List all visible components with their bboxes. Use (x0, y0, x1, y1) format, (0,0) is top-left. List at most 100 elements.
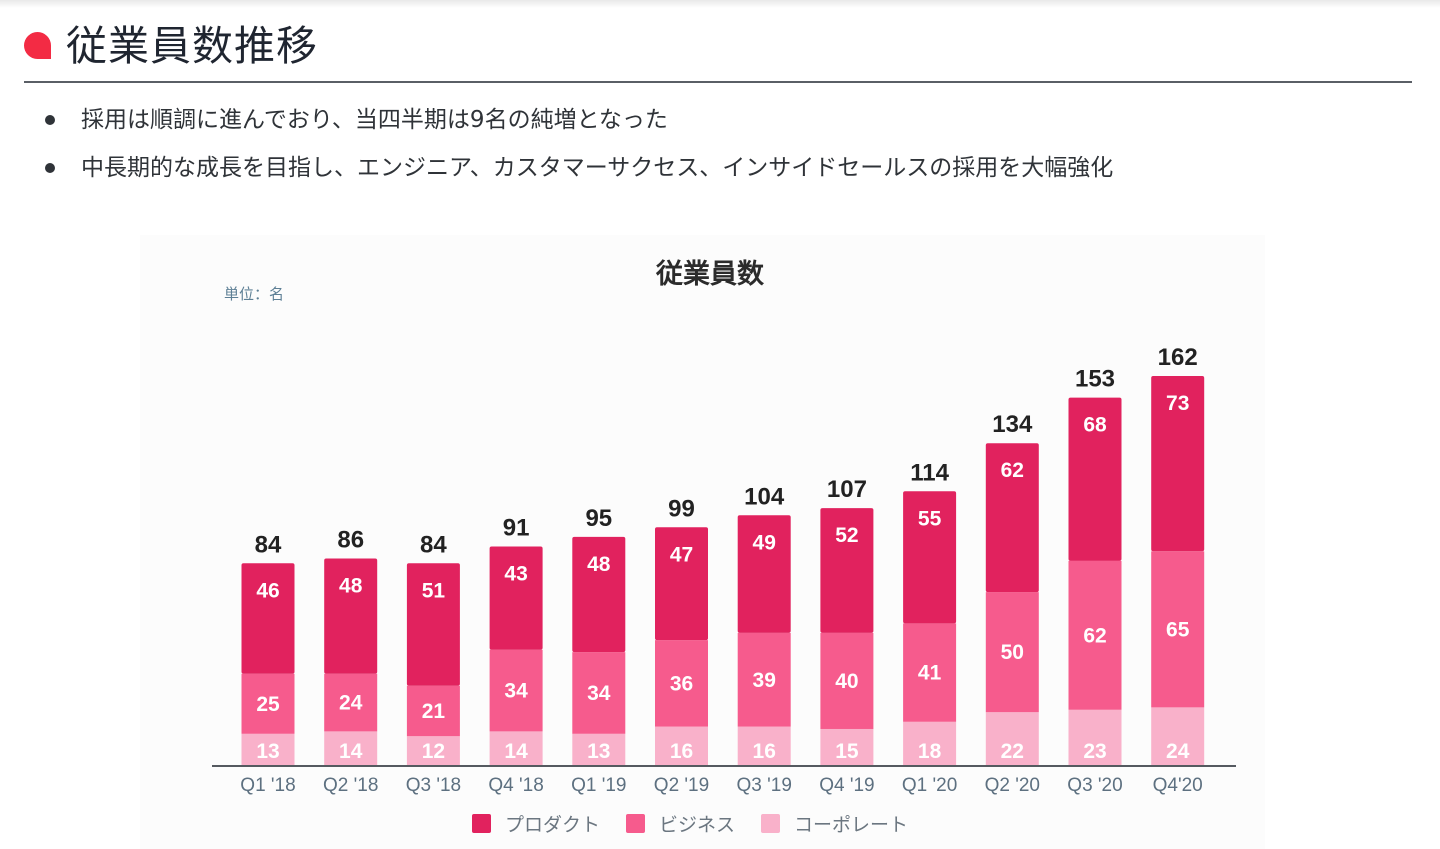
bar-value-label: 16 (670, 740, 693, 763)
bar-value-label: 14 (504, 740, 528, 763)
bar-segment (655, 527, 708, 641)
bar-total-label: 104 (744, 483, 785, 510)
bar-segment (985, 443, 1039, 593)
bar-value-label: 50 (1001, 641, 1024, 664)
bar-value-label: 21 (422, 700, 446, 723)
bar-value-label: 48 (339, 574, 363, 597)
bar-value-label: 14 (339, 740, 363, 763)
legend-item-product: プロダクト (472, 810, 600, 837)
top-shadow (0, 0, 1440, 8)
x-tick-label: Q2 '18 (323, 775, 378, 796)
bar-segment (324, 731, 378, 765)
bar-segment (655, 726, 708, 765)
bar-segment (820, 632, 874, 729)
bar-total-label: 91 (503, 514, 530, 541)
title-accent-icon (24, 32, 51, 59)
bar-segment (572, 536, 626, 653)
chart-legend: プロダクト ビジネス コーポレート (472, 810, 934, 837)
bar-value-label: 25 (256, 693, 280, 716)
bar-segment (241, 733, 295, 765)
bar-segment (737, 726, 791, 765)
x-tick-label: Q1 '18 (240, 775, 295, 796)
bar-value-label: 55 (918, 507, 942, 530)
x-tick-label: Q1 '19 (571, 775, 626, 796)
unit-label: 単位：名 (224, 285, 285, 303)
x-tick-label: Q3 '20 (1067, 775, 1122, 796)
bar-value-label: 39 (753, 669, 776, 692)
bar-value-label: 49 (753, 531, 776, 554)
legend-item-business: ビジネス (626, 810, 735, 837)
bullet-item: 中長期的な成長を目指し、エンジニア、カスタマーサクセス、インサイドセールスの採用… (44, 144, 1113, 192)
bar-segment (1068, 560, 1122, 710)
bar-value-label: 40 (835, 670, 858, 693)
bar-total-label: 99 (668, 495, 695, 522)
bar-value-label: 41 (918, 662, 942, 685)
bar-value-label: 48 (587, 553, 611, 576)
legend-swatch-business (626, 814, 646, 833)
x-tick-label: Q4'20 (1153, 775, 1203, 796)
legend-label-product: プロダクト (505, 814, 601, 836)
bullet-icon (45, 163, 55, 173)
bar-total-label: 107 (827, 476, 867, 503)
bar-segment (489, 649, 543, 732)
bar-value-label: 13 (256, 740, 279, 763)
bar-segment (324, 558, 378, 674)
bar-total-label: 84 (420, 531, 447, 558)
bar-segment (489, 546, 543, 650)
bar-segment (737, 632, 791, 727)
bar-value-label: 13 (587, 740, 610, 763)
x-tick-label: Q1 '20 (902, 775, 957, 796)
bar-segment (1068, 709, 1122, 765)
bar-value-label: 24 (339, 692, 363, 715)
bar-segment (241, 563, 295, 674)
bar-value-label: 36 (670, 672, 693, 695)
bar-value-label: 43 (504, 562, 527, 585)
bar-value-label: 65 (1166, 618, 1190, 641)
bar-value-label: 24 (1166, 740, 1190, 763)
bar-segment (1151, 551, 1205, 708)
bar-total-label: 95 (585, 505, 612, 532)
bar-value-label: 46 (256, 579, 279, 602)
bar-value-label: 62 (1001, 459, 1024, 482)
bullet-text: 中長期的な成長を目指し、エンジニア、カスタマーサクセス、インサイドセールスの採用… (81, 155, 1114, 181)
bar-total-label: 84 (255, 531, 282, 558)
bar-segment (406, 563, 460, 686)
bar-value-label: 23 (1083, 740, 1106, 763)
bar-segment (903, 623, 957, 722)
bar-segment (820, 728, 874, 765)
legend-swatch-product (472, 814, 491, 833)
bar-value-label: 15 (835, 740, 859, 763)
title-divider (24, 81, 1412, 83)
chart-title: 従業員数 (656, 259, 764, 290)
bar-value-label: 62 (1083, 624, 1106, 647)
bar-total-label: 86 (337, 526, 364, 553)
bar-segment (737, 515, 791, 633)
bar-value-label: 52 (835, 524, 858, 547)
bar-segment (324, 673, 378, 732)
page-title: 従業員数推移 (66, 22, 318, 70)
x-tick-label: Q2 '20 (985, 775, 1040, 796)
bullet-icon (45, 115, 55, 125)
bar-segment (241, 673, 295, 734)
x-tick-label: Q3 '19 (737, 775, 792, 796)
bar-segment (572, 652, 626, 734)
bar-segment (489, 731, 543, 765)
legend-item-corporate: コーポレート (761, 810, 908, 837)
legend-label-business: ビジネス (659, 814, 736, 836)
bar-value-label: 34 (504, 680, 528, 703)
bar-segment (655, 640, 708, 727)
bar-total-label: 134 (992, 411, 1033, 438)
bar-segment (985, 712, 1039, 765)
bar-segment (903, 491, 957, 624)
bar-segment (572, 733, 626, 765)
bar-value-label: 22 (1001, 740, 1024, 763)
bar-total-label: 114 (910, 459, 949, 486)
bullet-text: 採用は順調に進んでおり、当四半期は9名の純増となった (81, 107, 668, 133)
bar-total-label: 153 (1075, 366, 1115, 393)
bar-value-label: 18 (918, 740, 942, 763)
bar-value-label: 68 (1083, 414, 1107, 437)
bar-value-label: 47 (670, 543, 693, 566)
bar-segment (985, 592, 1039, 713)
bar-value-label: 34 (587, 682, 611, 705)
